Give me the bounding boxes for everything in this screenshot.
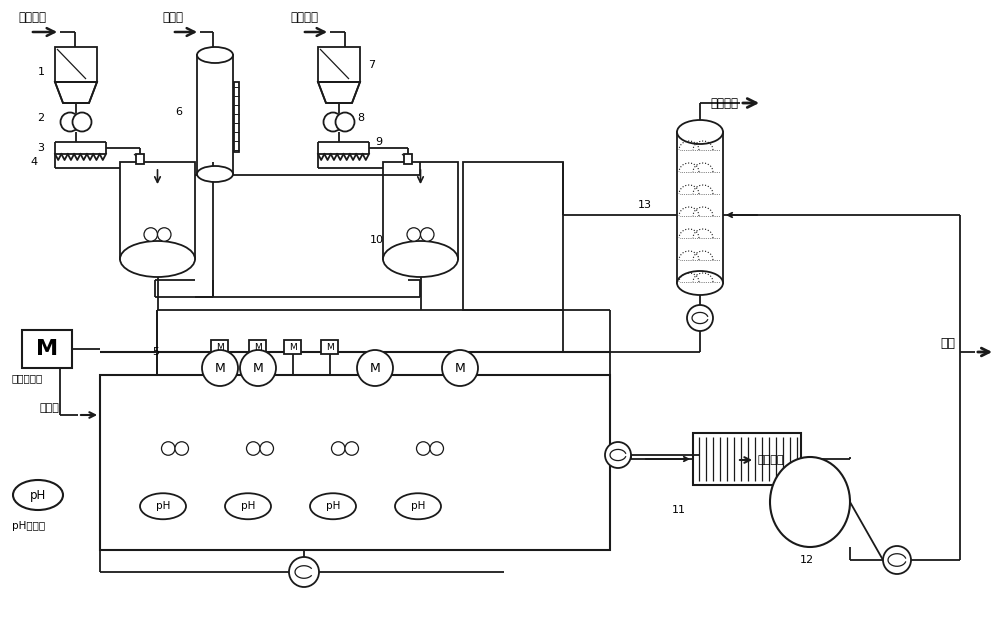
Text: 5: 5 xyxy=(152,347,159,357)
Bar xyxy=(120,162,195,259)
Text: 12: 12 xyxy=(800,555,814,565)
Text: pH: pH xyxy=(411,501,425,511)
Circle shape xyxy=(420,227,434,242)
Circle shape xyxy=(345,442,358,455)
Text: 废硫酸: 废硫酸 xyxy=(162,10,183,24)
Bar xyxy=(100,375,610,550)
Circle shape xyxy=(442,350,478,386)
Circle shape xyxy=(158,227,171,242)
Polygon shape xyxy=(55,82,97,103)
Circle shape xyxy=(202,350,238,386)
Circle shape xyxy=(72,112,92,132)
Text: M: M xyxy=(455,362,465,374)
Bar xyxy=(321,340,338,354)
Circle shape xyxy=(60,112,80,132)
Bar xyxy=(677,132,723,283)
Text: 11: 11 xyxy=(672,505,686,515)
Text: 生石灰粉: 生石灰粉 xyxy=(290,10,318,24)
Ellipse shape xyxy=(13,480,63,510)
Bar xyxy=(55,47,97,82)
Text: M: M xyxy=(326,343,334,351)
Text: 8: 8 xyxy=(357,113,364,123)
Text: M: M xyxy=(289,343,297,351)
Circle shape xyxy=(289,557,319,587)
Circle shape xyxy=(605,442,631,468)
Bar xyxy=(234,82,239,152)
Ellipse shape xyxy=(120,241,195,277)
Text: M: M xyxy=(253,362,263,374)
Circle shape xyxy=(430,442,444,455)
Bar xyxy=(404,154,412,164)
Bar xyxy=(693,433,801,485)
Bar xyxy=(249,340,266,354)
Text: M: M xyxy=(36,339,58,359)
Circle shape xyxy=(416,442,430,455)
Text: 4: 4 xyxy=(30,157,37,167)
Circle shape xyxy=(175,442,188,455)
Text: 13: 13 xyxy=(638,200,652,210)
Ellipse shape xyxy=(197,47,233,63)
Ellipse shape xyxy=(770,457,850,547)
Circle shape xyxy=(407,227,420,242)
Text: 1: 1 xyxy=(38,67,45,77)
Text: 排水: 排水 xyxy=(940,337,955,350)
Text: 尾气放空: 尾气放空 xyxy=(710,96,738,109)
Text: pH: pH xyxy=(326,501,340,511)
Ellipse shape xyxy=(677,120,723,144)
Text: 2: 2 xyxy=(37,113,44,123)
Circle shape xyxy=(240,350,276,386)
Text: pH在线以: pH在线以 xyxy=(12,521,45,531)
Bar xyxy=(197,55,233,174)
Text: 3: 3 xyxy=(37,143,44,153)
Ellipse shape xyxy=(310,493,356,520)
Ellipse shape xyxy=(383,241,458,277)
Bar xyxy=(211,340,228,354)
Bar xyxy=(136,154,144,164)
Text: pH: pH xyxy=(241,501,255,511)
Circle shape xyxy=(324,112,342,132)
Bar xyxy=(463,162,563,310)
Ellipse shape xyxy=(140,493,186,520)
Circle shape xyxy=(246,442,260,455)
Text: 电磁流量计: 电磁流量计 xyxy=(12,373,43,383)
Circle shape xyxy=(260,442,274,455)
Text: 10: 10 xyxy=(370,235,384,245)
Circle shape xyxy=(357,350,393,386)
Ellipse shape xyxy=(677,271,723,295)
Circle shape xyxy=(144,227,158,242)
Text: 二水石膏: 二水石膏 xyxy=(757,455,784,465)
Text: 石灰石粉: 石灰石粉 xyxy=(18,10,46,24)
Text: M: M xyxy=(254,343,262,351)
Polygon shape xyxy=(318,82,360,103)
Bar xyxy=(284,340,301,354)
Bar xyxy=(383,162,458,259)
Text: 7: 7 xyxy=(368,60,375,70)
Text: M: M xyxy=(216,343,224,351)
Text: M: M xyxy=(370,362,380,374)
Bar xyxy=(22,330,72,368)
Ellipse shape xyxy=(395,493,441,520)
Text: pH: pH xyxy=(30,488,46,502)
Text: 转晶剂: 转晶剂 xyxy=(40,403,60,413)
Circle shape xyxy=(336,112,354,132)
Circle shape xyxy=(687,305,713,331)
Text: pH: pH xyxy=(156,501,170,511)
Ellipse shape xyxy=(197,166,233,182)
Ellipse shape xyxy=(225,493,271,520)
Text: 9: 9 xyxy=(375,137,382,147)
Circle shape xyxy=(332,442,345,455)
Text: M: M xyxy=(215,362,225,374)
Circle shape xyxy=(883,546,911,574)
Circle shape xyxy=(162,442,175,455)
Text: 6: 6 xyxy=(175,107,182,117)
Bar xyxy=(318,47,360,82)
